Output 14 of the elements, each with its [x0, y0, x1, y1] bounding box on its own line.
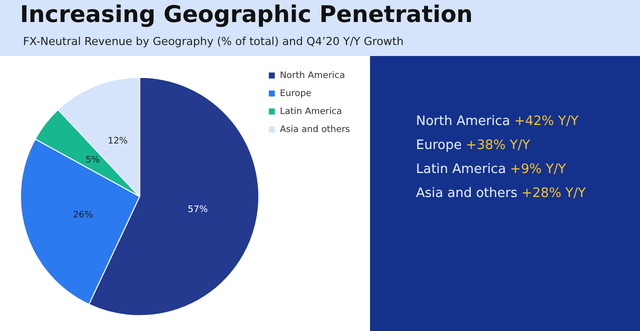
text: North America +42% Y/Y [416, 114, 580, 129]
data-label: 5% [85, 155, 100, 166]
legend-label: Asia and others [280, 124, 350, 135]
text: Europe +38% Y/Y [416, 138, 532, 153]
legend-label: Latin America [280, 106, 342, 117]
data-label: 26% [72, 210, 94, 220]
data-label: 12% [108, 136, 128, 146]
text: Asia and others +28% Y/Y [416, 186, 586, 201]
chart-title: Increasing Geographic Penetration [20, 2, 473, 28]
data-label: 57% [188, 204, 208, 215]
legend-label: Europe [280, 88, 312, 99]
text: Latin America +9% Y/Y [416, 162, 567, 177]
legend-label: North America [280, 70, 345, 81]
chart-subtitle: FX-Neutral Revenue by Geography (% of total) and Q4’20 Y/Y Growth [23, 35, 404, 48]
